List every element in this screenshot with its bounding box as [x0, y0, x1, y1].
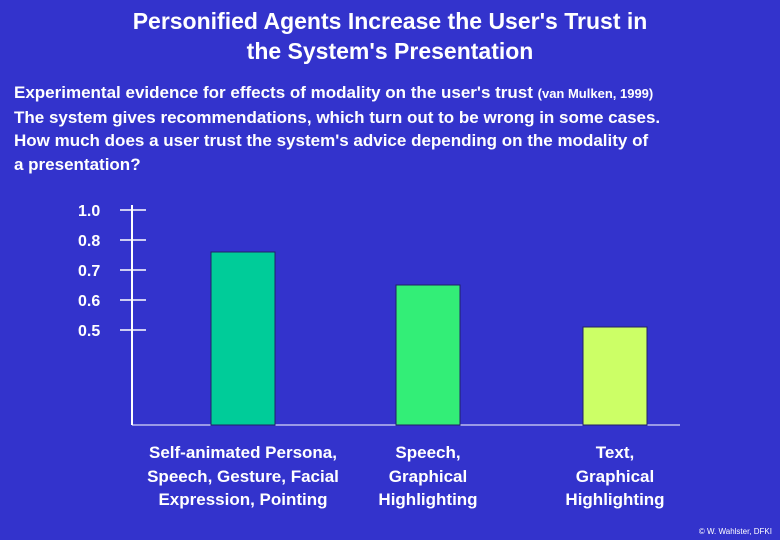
y-tick-label: 1.0	[78, 203, 100, 220]
y-tick-label: 0.5	[78, 323, 100, 340]
x-label-line: Expression, Pointing	[158, 490, 328, 509]
bar-3	[582, 326, 648, 426]
intro-line-3: How much does a user trust the system's …	[14, 131, 649, 150]
y-tick-label: 0.6	[78, 293, 100, 310]
x-label-line: Speech, Gesture, Facial	[147, 466, 339, 486]
y-tick-label: 0.8	[78, 233, 100, 250]
x-label-line: Text,	[595, 443, 635, 462]
x-label-line: Highlighting	[565, 490, 665, 509]
x-label-line: Highlighting	[378, 490, 478, 509]
y-tick-label: 0.7	[78, 263, 100, 280]
x-label-line: Self-animated Persona,	[148, 443, 337, 462]
slide-title: Personified Agents Increase the User's T…	[0, 6, 780, 66]
intro-line-2: The system gives recommendations, which …	[14, 107, 661, 127]
x-label-line: Speech,	[395, 443, 461, 462]
x-label-1: Self-animated Persona, Speech, Gesture, F…	[123, 441, 363, 512]
intro-text: Experimental evidence for effects of mod…	[14, 81, 774, 176]
copyright-notice: © W. Wahlster, DFKI	[698, 527, 772, 536]
x-label-2: Speech, Graphical Highlighting	[308, 441, 548, 512]
citation: (van Mulken, 1999)	[537, 86, 654, 101]
bar-1	[210, 251, 276, 426]
intro-line-4: a presentation?	[14, 154, 141, 174]
x-label-3: Text, Graphical Highlighting	[495, 441, 735, 512]
x-label-line: Graphical	[575, 466, 655, 486]
intro-line-1-text: Experimental evidence for effects of mod…	[14, 83, 533, 102]
x-label-line: Graphical	[388, 466, 468, 486]
intro-line-1: Experimental evidence for effects of mod…	[14, 81, 774, 106]
bar-2	[395, 284, 461, 426]
title-line-1: Personified Agents Increase the User's T…	[132, 8, 648, 34]
y-ticks: 1.0 0.8 0.7 0.6 0.5	[78, 203, 146, 340]
bars	[210, 251, 648, 426]
title-line-2: the System's Presentation	[246, 38, 534, 64]
